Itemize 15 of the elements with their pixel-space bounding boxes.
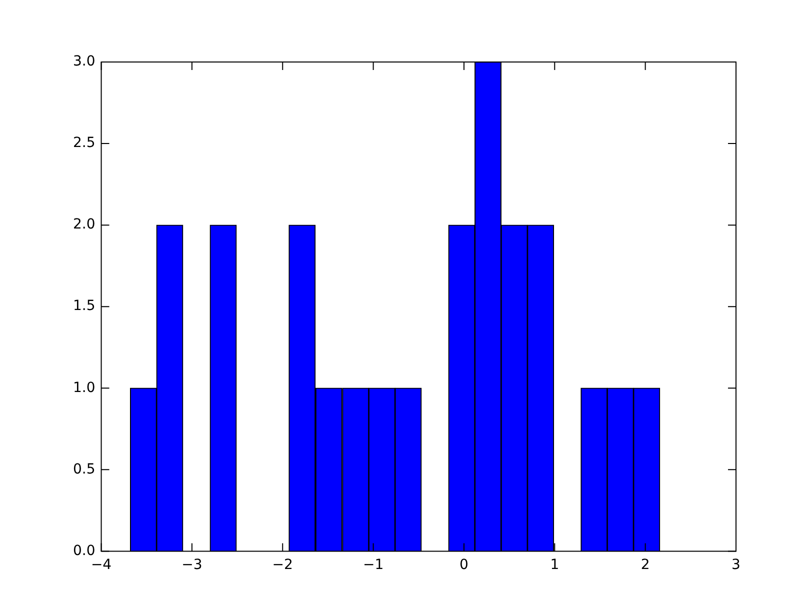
x-tick-label: 2: [640, 557, 650, 574]
y-tick-label: 1.5: [73, 298, 96, 314]
x-tick-label: 0: [460, 557, 468, 574]
y-tick-label: 0.0: [73, 542, 96, 559]
x-tick-label: 3: [732, 557, 740, 574]
x-tick-label: −2: [272, 557, 293, 574]
y-tick-label: 2.0: [73, 216, 96, 233]
x-tick-label: 1: [550, 557, 560, 574]
x-tick-label: −1: [362, 557, 384, 574]
y-tick-label: 1.0: [73, 380, 96, 396]
x-tick-label: −3: [182, 557, 202, 574]
x-tick-label: −4: [90, 557, 112, 574]
y-tick-label: 0.5: [73, 461, 96, 478]
y-tick-label: 3.0: [73, 54, 96, 70]
y-tick-label: 2.5: [73, 135, 96, 152]
